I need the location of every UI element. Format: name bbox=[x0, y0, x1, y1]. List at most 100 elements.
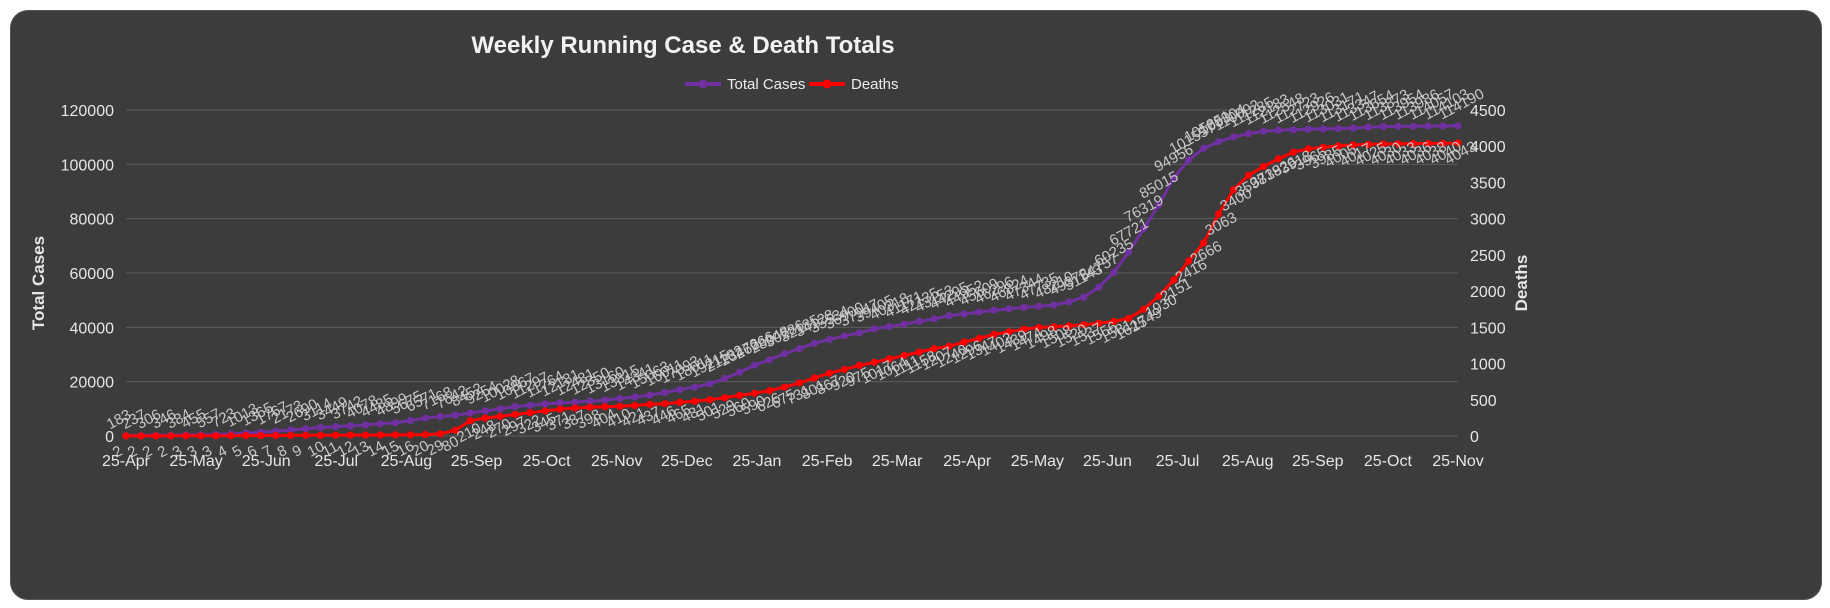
deaths-point bbox=[855, 361, 863, 369]
y-right-tick-label: 4000 bbox=[1470, 139, 1506, 156]
deaths-point bbox=[346, 431, 355, 439]
deaths-point bbox=[137, 432, 145, 440]
cases-point bbox=[900, 320, 908, 328]
cases-point bbox=[825, 335, 834, 344]
deaths-point bbox=[541, 407, 549, 415]
deaths-point bbox=[391, 431, 399, 439]
deaths-point bbox=[990, 330, 998, 338]
deaths-point bbox=[1065, 322, 1073, 330]
deaths-point bbox=[840, 365, 849, 373]
cases-point bbox=[331, 423, 340, 431]
cases-point bbox=[1424, 122, 1432, 130]
deaths-point bbox=[825, 369, 834, 377]
cases-point bbox=[930, 315, 938, 323]
cases-point bbox=[870, 325, 878, 333]
x-tick-label: 25-Dec bbox=[661, 453, 713, 470]
cases-point bbox=[1379, 123, 1387, 131]
deaths-point bbox=[616, 402, 624, 410]
cases-point bbox=[795, 345, 804, 353]
cases-point bbox=[706, 380, 714, 388]
x-tick-label: 25-Nov bbox=[591, 453, 643, 470]
deaths-point bbox=[1005, 328, 1013, 336]
deaths-data-label: 5 bbox=[230, 442, 245, 461]
deaths-point bbox=[900, 351, 908, 360]
deaths-point bbox=[1334, 142, 1342, 150]
deaths-point bbox=[182, 432, 190, 440]
x-tick-label: 25-Jul bbox=[1156, 453, 1200, 470]
deaths-point bbox=[1020, 325, 1028, 333]
cases-point bbox=[406, 417, 414, 425]
y-left-tick-label: 40000 bbox=[70, 320, 115, 337]
cases-point bbox=[1035, 302, 1043, 310]
deaths-point bbox=[1304, 145, 1312, 153]
deaths-point bbox=[212, 432, 220, 440]
y-right-tick-label: 500 bbox=[1470, 393, 1497, 410]
cases-point bbox=[586, 397, 594, 405]
cases-point bbox=[1349, 124, 1357, 132]
deaths-point bbox=[1095, 319, 1103, 327]
y-right-tick-label: 2500 bbox=[1470, 248, 1506, 265]
deaths-point bbox=[152, 432, 160, 440]
y-left-tick-label: 0 bbox=[105, 429, 114, 446]
x-tick-label: 25-Aug bbox=[381, 453, 433, 470]
cases-point bbox=[1065, 298, 1073, 306]
cases-point bbox=[1259, 127, 1267, 135]
deaths-point bbox=[376, 431, 384, 439]
cases-point bbox=[601, 396, 609, 404]
cases-point bbox=[436, 412, 444, 421]
x-tick-label: 25-May bbox=[169, 453, 222, 470]
deaths-point bbox=[1274, 155, 1282, 163]
deaths-point bbox=[601, 403, 609, 411]
y-left-tick-label: 60000 bbox=[70, 266, 115, 283]
deaths-point bbox=[466, 417, 474, 425]
x-tick-label: 25-Jul bbox=[315, 453, 359, 470]
cases-point bbox=[721, 374, 729, 383]
deaths-point bbox=[421, 431, 429, 439]
y-right-tick-label: 2000 bbox=[1470, 284, 1506, 301]
deaths-data-label: 11 bbox=[319, 438, 341, 460]
cases-point bbox=[1080, 293, 1088, 301]
cases-point bbox=[1319, 125, 1327, 133]
cases-point bbox=[496, 405, 504, 413]
cases-point bbox=[302, 425, 310, 433]
chart-title: Weekly Running Case & Death Totals bbox=[471, 32, 894, 59]
cases-point bbox=[885, 322, 893, 331]
cases-point bbox=[840, 332, 849, 340]
cases-point bbox=[736, 368, 744, 376]
deaths-point bbox=[586, 403, 594, 411]
cases-point bbox=[1409, 122, 1417, 130]
deaths-data-label: 12 bbox=[334, 438, 357, 461]
deaths-point bbox=[1080, 321, 1088, 329]
deaths-point bbox=[1125, 314, 1133, 322]
deaths-data-label: 16 bbox=[394, 437, 417, 460]
y-right-tick-label: 3500 bbox=[1470, 175, 1506, 192]
cases-point bbox=[391, 419, 399, 427]
y-axis-right-ticks: 0 500 1000 1500 2000 2500 3000 3500 4000 4500 bbox=[1470, 103, 1506, 446]
deaths-point bbox=[1229, 186, 1238, 194]
deaths-point bbox=[571, 404, 579, 412]
x-axis-ticks: 25-Apr 25-May 25-Jun 25-Jul 25-Aug 25-Sep 25-O… bbox=[102, 453, 1484, 470]
y-axis-left-ticks: 0 20000 40000 60000 80000 100000 120000 bbox=[61, 103, 114, 446]
deaths-point bbox=[945, 342, 953, 350]
deaths-point bbox=[272, 431, 280, 440]
deaths-point bbox=[870, 358, 878, 366]
cases-point bbox=[1020, 303, 1028, 311]
deaths-point bbox=[1424, 139, 1432, 148]
deaths-point bbox=[736, 391, 744, 399]
x-tick-label: 25-Apr bbox=[102, 453, 151, 470]
deaths-data-label: 2 bbox=[155, 443, 170, 462]
deaths-point bbox=[1454, 139, 1462, 147]
deaths-point bbox=[930, 345, 938, 353]
deaths-data-label: 80 bbox=[439, 433, 462, 456]
deaths-point bbox=[511, 410, 519, 419]
deaths-point bbox=[1214, 210, 1223, 218]
chart-svg: Weekly Running Case & Death Totals Total… bbox=[29, 32, 1531, 470]
deaths-point bbox=[317, 431, 325, 439]
deaths-point bbox=[361, 431, 370, 439]
deaths-point bbox=[1185, 257, 1193, 265]
deaths-data-label: 20 bbox=[409, 437, 432, 460]
cases-point bbox=[616, 394, 624, 403]
x-tick-label: 25-Nov bbox=[1432, 453, 1484, 470]
deaths-point bbox=[197, 432, 205, 440]
deaths-point bbox=[1349, 141, 1357, 149]
